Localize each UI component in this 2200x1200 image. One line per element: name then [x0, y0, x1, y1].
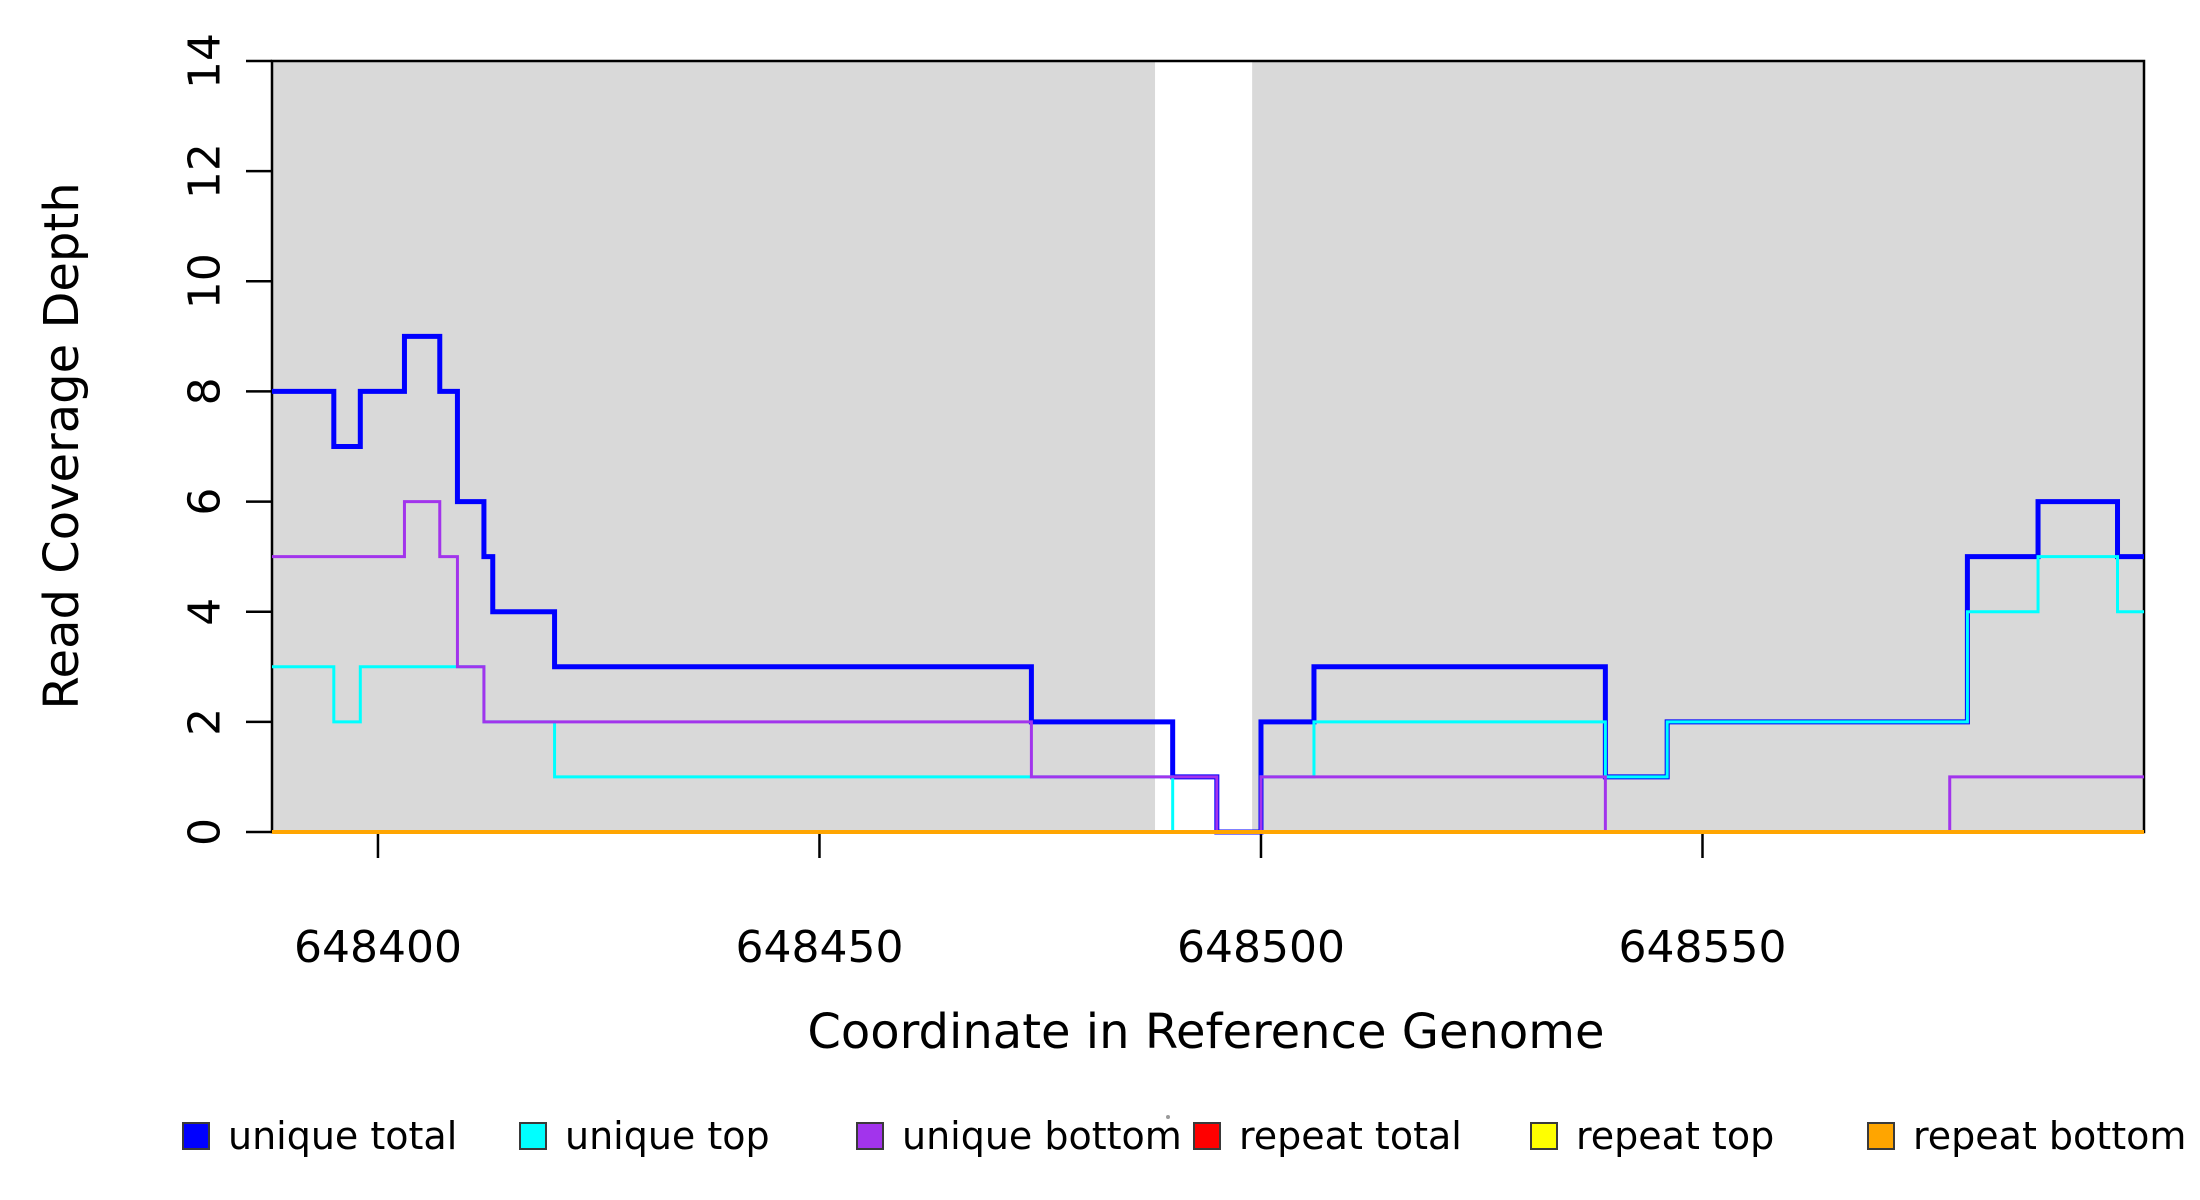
y-tick-label-2: 2 — [180, 708, 231, 736]
x-tick-label-648400: 648400 — [294, 922, 462, 973]
x-tick-label-648450: 648450 — [735, 922, 903, 973]
x-tick-label-648500: 648500 — [1177, 922, 1345, 973]
shaded-region-0 — [272, 61, 1156, 832]
series-line-unique-bottom — [272, 500, 2144, 834]
y-axis-title: Read Coverage Depth — [34, 182, 90, 710]
y-tick-label-6: 6 — [180, 488, 231, 516]
y-tick-label-12: 12 — [180, 143, 231, 199]
x-axis-title: Coordinate in Reference Genome — [807, 1004, 1605, 1060]
shaded-region-1 — [1252, 61, 2144, 832]
y-tick-label-4: 4 — [180, 598, 231, 626]
y-tick-label-14: 14 — [180, 33, 231, 89]
y-tick-label-8: 8 — [180, 377, 231, 405]
y-tick-label-10: 10 — [180, 253, 231, 309]
x-tick-label-648550: 648550 — [1619, 922, 1787, 973]
y-tick-label-0: 0 — [180, 818, 231, 846]
stray-dot-artifact — [1166, 1115, 1170, 1119]
